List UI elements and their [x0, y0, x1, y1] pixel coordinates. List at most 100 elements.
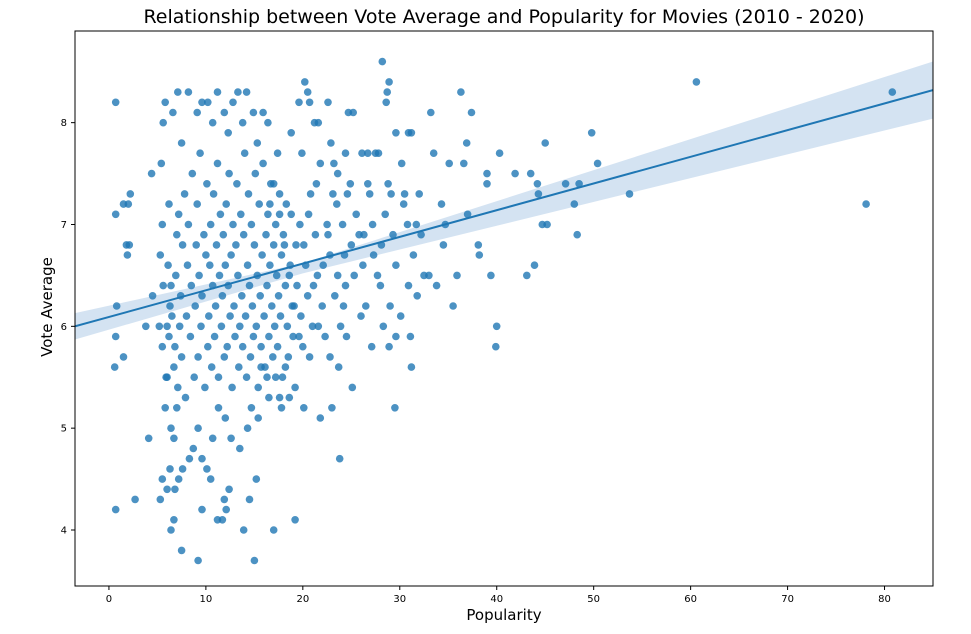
- data-point: [492, 322, 501, 331]
- data-point: [200, 230, 208, 239]
- data-point: [246, 353, 255, 361]
- data-point: [244, 190, 253, 198]
- data-point: [344, 108, 353, 117]
- data-point: [204, 98, 212, 107]
- data-point: [338, 220, 347, 229]
- data-point: [221, 261, 230, 270]
- data-point: [227, 434, 235, 443]
- y-tick-label: 8: [61, 118, 67, 129]
- data-point: [110, 363, 119, 371]
- data-point: [432, 281, 441, 290]
- data-point: [888, 88, 897, 96]
- data-point: [206, 261, 214, 270]
- data-point: [245, 281, 254, 290]
- data-point: [330, 159, 338, 168]
- data-point: [191, 302, 199, 310]
- data-point: [329, 190, 337, 198]
- data-point: [300, 404, 308, 412]
- data-point: [385, 342, 393, 351]
- data-point: [415, 190, 424, 198]
- plot-area: 0 10 20 30 40 50 60 70 80 4 5 6 7 8: [61, 30, 934, 605]
- data-point: [299, 342, 307, 351]
- data-point: [197, 322, 205, 331]
- data-point: [280, 241, 289, 249]
- data-point: [316, 159, 325, 168]
- data-point: [111, 210, 120, 219]
- data-point: [242, 373, 251, 382]
- data-point: [182, 312, 191, 320]
- data-point: [341, 281, 350, 290]
- data-point: [167, 281, 175, 290]
- data-point: [158, 342, 167, 351]
- data-point: [255, 200, 263, 208]
- data-point: [203, 465, 211, 473]
- data-point: [523, 271, 531, 280]
- data-point: [193, 200, 201, 208]
- data-point: [205, 312, 213, 320]
- data-point: [195, 271, 203, 280]
- data-point: [314, 322, 323, 331]
- data-point: [387, 190, 395, 198]
- data-point: [342, 332, 351, 341]
- data-point: [326, 353, 334, 361]
- data-point: [223, 342, 231, 351]
- data-point: [220, 495, 229, 504]
- data-point: [181, 393, 190, 402]
- data-point: [189, 444, 198, 453]
- data-point: [404, 281, 413, 290]
- data-point: [304, 210, 313, 219]
- data-point: [173, 404, 181, 412]
- data-point: [341, 149, 350, 157]
- data-point: [271, 373, 280, 382]
- data-point: [530, 261, 539, 270]
- data-point: [119, 353, 128, 361]
- data-point: [460, 159, 468, 168]
- data-point: [573, 230, 581, 239]
- data-point: [593, 159, 602, 168]
- data-point: [156, 251, 165, 259]
- data-point: [185, 454, 194, 463]
- data-point: [533, 180, 542, 188]
- data-point: [364, 180, 372, 188]
- data-point: [475, 251, 484, 259]
- data-point: [541, 139, 549, 147]
- data-point: [166, 302, 174, 310]
- data-point: [269, 526, 278, 534]
- chart-title: Relationship between Vote Average and Po…: [143, 6, 864, 28]
- data-point: [324, 98, 332, 107]
- data-point: [213, 88, 222, 96]
- data-point: [316, 414, 325, 422]
- data-point: [237, 210, 245, 219]
- data-point: [190, 373, 198, 382]
- data-point: [177, 353, 186, 361]
- data-point: [236, 444, 244, 453]
- data-point: [275, 210, 284, 219]
- data-point: [376, 281, 385, 290]
- data-point: [213, 159, 222, 168]
- data-point: [254, 414, 262, 422]
- data-point: [413, 292, 422, 300]
- data-point: [457, 88, 465, 96]
- y-axis-label: Vote Average: [38, 257, 56, 357]
- data-point: [281, 363, 290, 371]
- data-point: [381, 210, 390, 219]
- data-point: [111, 332, 120, 341]
- data-point: [257, 342, 265, 351]
- data-point: [511, 169, 519, 178]
- data-point: [336, 322, 345, 331]
- data-point: [347, 241, 356, 249]
- data-point: [364, 149, 372, 157]
- data-point: [165, 332, 173, 341]
- data-point: [180, 190, 189, 198]
- data-point: [241, 312, 250, 320]
- x-tick-label: 30: [393, 594, 406, 605]
- data-point: [392, 261, 400, 270]
- data-point: [170, 363, 178, 371]
- data-point: [526, 169, 535, 178]
- data-point: [222, 505, 230, 514]
- data-point: [487, 271, 495, 280]
- data-point: [313, 271, 322, 280]
- data-point: [319, 261, 328, 270]
- data-point: [239, 526, 248, 534]
